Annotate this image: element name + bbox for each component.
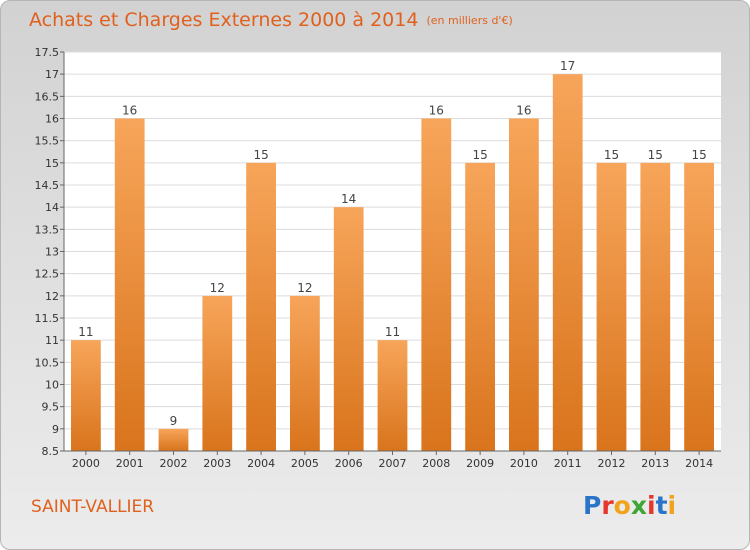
x-tick-label: 2004 (247, 457, 275, 470)
y-tick-label: 17 (45, 68, 59, 81)
y-tick-label: 16 (45, 113, 59, 126)
chart-title-text: Achats et Charges Externes 2000 à 2014 (29, 9, 419, 31)
bar-value-label: 16 (122, 104, 137, 118)
bar-value-label: 11 (78, 325, 93, 339)
y-tick-label: 10.5 (35, 356, 60, 369)
y-tick-label: 11.5 (35, 312, 60, 325)
bar (158, 428, 189, 451)
bar-value-label: 12 (297, 281, 312, 295)
y-tick-label: 9 (52, 423, 59, 436)
bar-value-label: 15 (648, 148, 663, 162)
logo-letter: i (647, 491, 656, 520)
bar (290, 295, 320, 451)
y-tick-label: 15 (45, 157, 59, 170)
axes: 8.599.51010.51111.51212.51313.51414.5151… (35, 46, 721, 470)
y-tick-label: 16.5 (35, 90, 60, 103)
bar (552, 74, 583, 452)
commune-name: SAINT-VALLIER (31, 497, 155, 517)
bar-value-label: 15 (472, 148, 487, 162)
y-tick-label: 12.5 (35, 268, 60, 281)
bar-value-label: 14 (341, 192, 356, 206)
logo-letter: o (613, 491, 631, 520)
y-tick-label: 9.5 (42, 401, 60, 414)
y-tick-label: 13.5 (35, 223, 60, 236)
bar-value-label: 16 (516, 104, 531, 118)
x-tick-label: 2009 (466, 457, 494, 470)
x-tick-label: 2013 (641, 457, 669, 470)
x-tick-label: 2006 (335, 457, 363, 470)
chart-title: Achats et Charges Externes 2000 à 2014 (e… (29, 9, 513, 31)
x-tick-label: 2010 (510, 457, 538, 470)
x-tick-label: 2014 (685, 457, 713, 470)
bar (114, 118, 145, 451)
proxiti-logo: Proxiti (583, 491, 676, 520)
bar (202, 295, 233, 451)
x-tick-label: 2008 (422, 457, 450, 470)
y-tick-label: 14 (45, 201, 59, 214)
y-tick-label: 8.5 (42, 445, 60, 458)
bar (640, 162, 671, 452)
bar-value-label: 11 (385, 325, 400, 339)
logo-letter: i (667, 491, 677, 520)
bar-value-label: 16 (429, 104, 444, 118)
bar (333, 207, 364, 451)
bar-value-label: 15 (691, 148, 706, 162)
bar (421, 118, 452, 451)
bar-value-label: 12 (210, 281, 225, 295)
y-tick-label: 13 (45, 246, 59, 259)
bar (71, 340, 101, 451)
bar (377, 340, 408, 451)
y-tick-label: 17.5 (35, 46, 60, 59)
chart-subtitle: (en milliers d'€) (426, 14, 513, 27)
bar-value-label: 15 (253, 148, 268, 162)
x-tick-label: 2002 (160, 457, 188, 470)
logo-letter: x (630, 491, 647, 520)
logo-letter: t (655, 491, 668, 520)
y-tick-label: 10 (45, 379, 59, 392)
x-tick-label: 2001 (116, 457, 144, 470)
bar (246, 162, 276, 452)
bars: 11 16 9 12 15 12 14 11 16 15 16 17 15 15 15 (71, 59, 714, 452)
x-tick-label: 2003 (203, 457, 231, 470)
y-tick-label: 15.5 (35, 135, 60, 148)
x-tick-label: 2007 (379, 457, 407, 470)
y-tick-label: 11 (45, 334, 59, 347)
bar-value-label: 9 (170, 414, 178, 428)
bar (684, 162, 714, 452)
bar (465, 162, 495, 452)
x-tick-label: 2012 (598, 457, 626, 470)
y-tick-label: 14.5 (35, 179, 60, 192)
logo-letter: r (601, 491, 614, 520)
x-tick-label: 2011 (554, 457, 582, 470)
x-tick-label: 2000 (72, 457, 100, 470)
bar-value-label: 15 (604, 148, 619, 162)
bar (596, 162, 627, 452)
x-tick-label: 2005 (291, 457, 319, 470)
logo-letter: P (583, 491, 602, 520)
bar-value-label: 17 (560, 59, 575, 73)
y-tick-label: 12 (45, 290, 59, 303)
bar (509, 118, 539, 451)
